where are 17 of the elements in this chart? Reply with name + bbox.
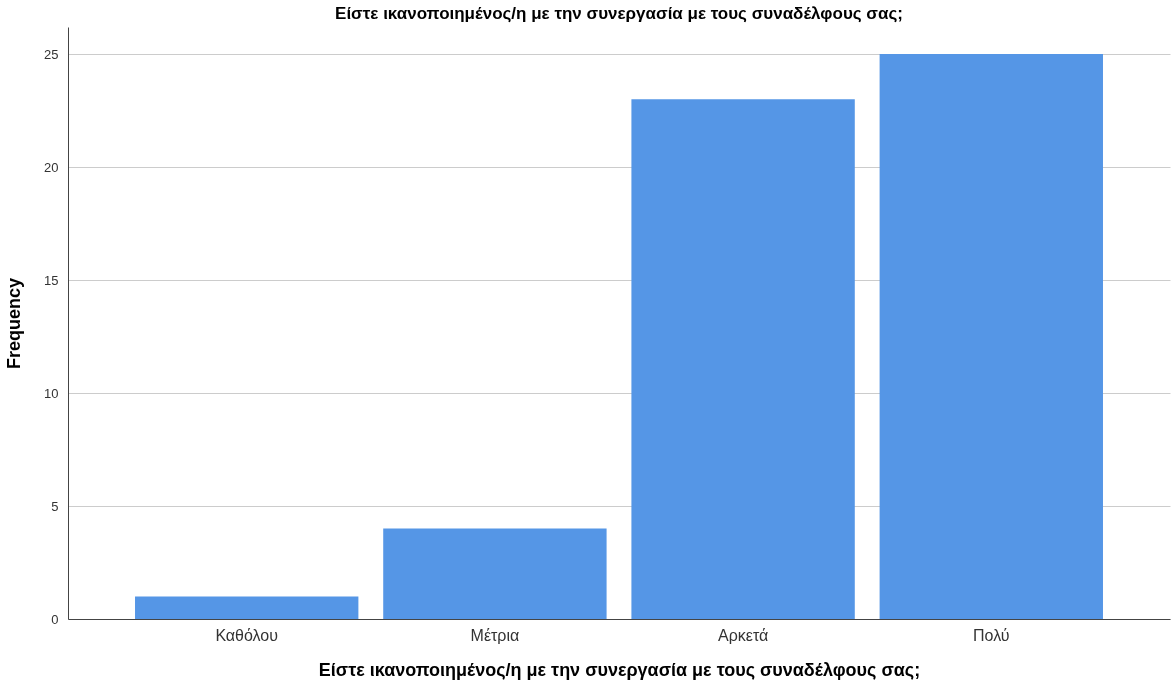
y-tick-label: 5 [51, 498, 59, 514]
x-tick-label: Αρκετά [717, 626, 769, 644]
y-tick-label: 15 [44, 272, 59, 288]
x-tick-label: Πολύ [973, 626, 1010, 644]
y-tick-label: 20 [44, 159, 59, 175]
x-tick-label: Καθόλου [215, 626, 279, 644]
bar [383, 528, 607, 619]
y-tick-label: 0 [51, 611, 59, 627]
y-tick-label: 25 [44, 46, 59, 62]
y-tick-label: 10 [44, 385, 59, 401]
bar [135, 596, 359, 619]
y-axis-title: Frequency [4, 277, 25, 370]
x-axis-title: Είστε ικανοποιημένος/η με την συνεργασία με τους συναδέλφους σας; [318, 659, 921, 680]
bar [631, 99, 855, 619]
x-tick-label: Μέτρια [470, 626, 520, 644]
bar [879, 54, 1103, 619]
chart-title: Είστε ικανοποιημένος/η με την συνεργασία με τους συναδέλφους σας; [335, 4, 903, 23]
